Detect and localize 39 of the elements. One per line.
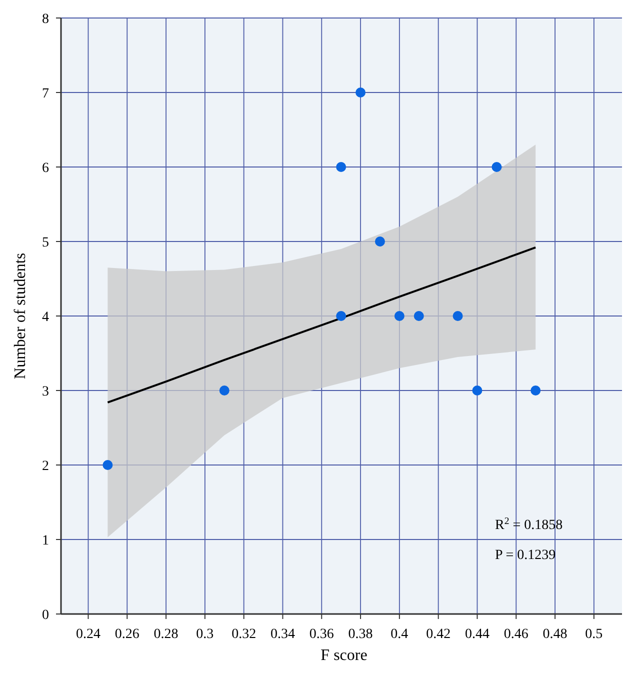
x-tick-label: 0.38 [348, 627, 373, 642]
point [102, 460, 113, 470]
annotation: P = 0.1239 [495, 548, 556, 563]
x-tick-label: 0.24 [76, 627, 100, 642]
y-tick-label: 3 [42, 384, 49, 400]
x-tick-label: 0.34 [270, 627, 295, 642]
x-tick-label: 0.36 [309, 627, 334, 642]
point [394, 311, 404, 321]
x-tick-label: 0.44 [464, 627, 490, 642]
y-tick-label: 8 [42, 12, 49, 27]
point [472, 386, 482, 396]
point [414, 311, 424, 321]
y-axis-title: Number of students [12, 252, 29, 380]
y-tick-label: 1 [42, 534, 49, 548]
point [336, 311, 346, 321]
y-tick-label: 5 [42, 236, 49, 250]
x-tick-label: 0.4 [390, 627, 408, 642]
x-axis-title: F score [320, 647, 368, 664]
x-tick-label: 0.28 [154, 627, 178, 642]
line-series [106, 246, 537, 404]
y-tick-label: 6 [42, 161, 49, 176]
x-tick-label: 0.32 [232, 627, 256, 642]
x-tick-label: 0.26 [114, 627, 140, 642]
y-tick-label: 0 [42, 608, 49, 623]
x-tick-label: 0.42 [426, 627, 451, 642]
x-tick-label: 0.3 [196, 627, 214, 642]
y-tick-label: 4 [42, 310, 49, 325]
point [356, 88, 366, 98]
x-tick-label: 0.48 [542, 627, 568, 642]
point [492, 162, 502, 172]
point [219, 386, 230, 396]
point [374, 236, 385, 246]
point [452, 311, 463, 321]
y-tick-label: 2 [42, 459, 49, 474]
y-tick-label: 7 [42, 86, 49, 102]
point [530, 386, 541, 396]
x-tick-label: 0.46 [504, 627, 528, 642]
point [336, 162, 346, 172]
x-tick-label: 0.5 [585, 627, 603, 642]
